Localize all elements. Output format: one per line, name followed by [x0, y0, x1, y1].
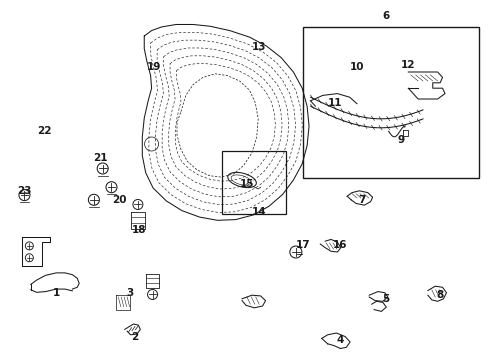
Bar: [303, 27, 478, 178]
Text: 12: 12: [400, 60, 415, 70]
Text: 21: 21: [93, 153, 107, 163]
Text: 13: 13: [251, 42, 266, 52]
Text: 20: 20: [112, 195, 127, 205]
Text: 2: 2: [131, 332, 138, 342]
Text: 15: 15: [239, 179, 254, 189]
Text: 17: 17: [295, 240, 310, 250]
Text: 14: 14: [251, 207, 266, 217]
Text: 23: 23: [17, 186, 32, 196]
Text: 4: 4: [335, 335, 343, 345]
Bar: [222, 151, 285, 214]
Text: 7: 7: [357, 195, 365, 205]
Text: 16: 16: [332, 240, 346, 250]
Text: 5: 5: [382, 294, 389, 304]
Text: 19: 19: [146, 62, 161, 72]
Text: 10: 10: [349, 62, 364, 72]
Text: 1: 1: [53, 288, 60, 298]
Text: 6: 6: [382, 11, 389, 21]
Text: 11: 11: [327, 98, 342, 108]
Text: 22: 22: [37, 126, 51, 136]
Text: 8: 8: [436, 290, 443, 300]
Text: 9: 9: [397, 135, 404, 145]
Text: 18: 18: [132, 225, 146, 235]
Text: 3: 3: [126, 288, 133, 298]
